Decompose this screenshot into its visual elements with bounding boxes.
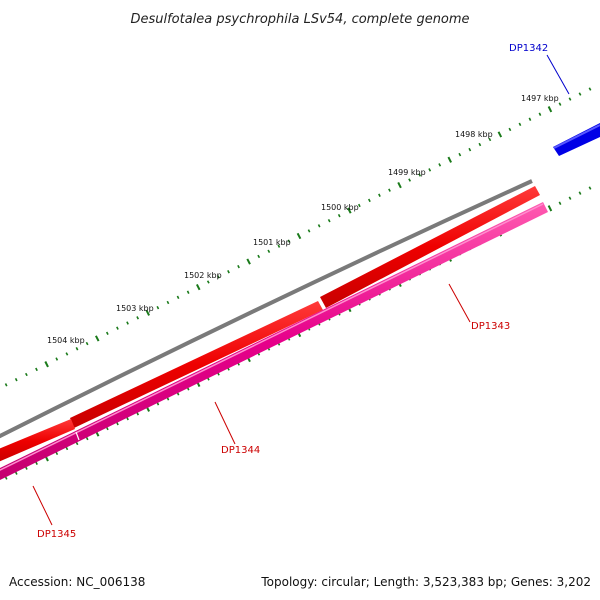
gene-label-dp1343[interactable]: DP1343 xyxy=(471,321,510,332)
outer-tick-5 xyxy=(44,361,49,368)
outer-tick-44 xyxy=(438,163,442,167)
outer-tick-9 xyxy=(85,341,89,346)
outer-tick-51 xyxy=(508,127,512,132)
outer-tick-24 xyxy=(237,264,240,269)
outer-tick-57 xyxy=(568,97,572,101)
outer-tick-53 xyxy=(528,117,532,121)
inner-tick-58 xyxy=(578,191,582,195)
reverse-strand-band xyxy=(0,202,548,481)
outer-tick-13 xyxy=(126,321,129,325)
outer-tick-42 xyxy=(418,173,422,177)
outer-tick-18 xyxy=(176,295,180,300)
outer-tick-23 xyxy=(227,270,230,274)
inner-tick-57 xyxy=(568,196,572,200)
outer-tick-43 xyxy=(428,168,432,172)
outer-tick-33 xyxy=(327,219,331,223)
genome-summary-text: Topology: circular; Length: 3,523,383 bp… xyxy=(260,575,591,589)
outer-tick-2 xyxy=(14,377,18,382)
scale-label-1497: 1497 kbp xyxy=(521,94,559,103)
outer-tick-6 xyxy=(55,357,59,361)
outer-tick-21 xyxy=(206,280,210,284)
scale-label-1501: 1501 kbp xyxy=(253,238,291,247)
outer-tick-26 xyxy=(257,254,261,259)
gene-label-dp1342[interactable]: DP1342 xyxy=(509,43,548,54)
gene-dp1343-block[interactable] xyxy=(320,186,540,308)
scale-ticks-outer xyxy=(4,87,592,387)
accession-text: Accession: NC_006138 xyxy=(9,575,145,589)
gene-label-dp1344[interactable]: DP1344 xyxy=(221,445,260,456)
outer-tick-8 xyxy=(75,347,79,351)
pointer-dp1342 xyxy=(546,54,570,95)
outer-tick-14 xyxy=(136,316,140,320)
outer-tick-46 xyxy=(458,152,462,157)
scale-label-1500: 1500 kbp xyxy=(321,203,359,212)
outer-tick-50 xyxy=(497,131,503,138)
outer-tick-56 xyxy=(558,102,562,106)
outer-tick-19 xyxy=(186,290,190,294)
reverse-strand-band-shine xyxy=(0,203,544,471)
gene-dp1344-block[interactable] xyxy=(70,301,323,428)
outer-tick-11 xyxy=(105,331,109,335)
scale-label-1499: 1499 kbp xyxy=(388,168,426,177)
scale-label-1504: 1504 kbp xyxy=(47,336,85,345)
pointer-dp1345 xyxy=(32,485,53,526)
outer-tick-48 xyxy=(478,142,482,147)
outer-tick-31 xyxy=(307,229,311,233)
outer-tick-10 xyxy=(95,335,100,342)
outer-tick-3 xyxy=(24,372,28,377)
outer-tick-54 xyxy=(538,112,542,116)
outer-tick-7 xyxy=(65,352,69,356)
pointer-dp1343 xyxy=(448,283,471,323)
outer-tick-45 xyxy=(447,156,452,163)
outer-tick-52 xyxy=(518,122,522,127)
outer-tick-49 xyxy=(488,137,492,142)
scale-label-1498: 1498 kbp xyxy=(455,130,493,139)
outer-tick-27 xyxy=(267,249,271,253)
scale-labels: 1497 kbp 1498 kbp 1499 kbp 1500 kbp 1501… xyxy=(47,94,559,345)
outer-tick-38 xyxy=(378,193,381,197)
outer-tick-17 xyxy=(166,300,170,305)
outer-tick-30 xyxy=(296,232,302,240)
outer-tick-16 xyxy=(156,305,160,310)
outer-tick-15 xyxy=(145,309,150,316)
outer-tick-34 xyxy=(337,213,341,218)
inner-tick-9 xyxy=(85,436,89,441)
map-title: Desulfotalea psychrophila LSv54, complet… xyxy=(130,12,469,27)
outer-tick-28 xyxy=(277,244,281,248)
genome-backbone xyxy=(0,179,533,439)
inner-tick-56 xyxy=(558,201,562,205)
inner-tick-59 xyxy=(588,186,592,190)
gene-boundary-1344 xyxy=(75,431,80,441)
outer-tick-4 xyxy=(35,367,38,372)
outer-tick-29 xyxy=(287,239,291,243)
outer-tick-40 xyxy=(397,181,402,189)
outer-tick-1 xyxy=(4,383,8,387)
outer-tick-12 xyxy=(116,326,119,330)
scale-label-1502: 1502 kbp xyxy=(184,271,222,280)
outer-tick-55 xyxy=(547,106,553,113)
outer-tick-39 xyxy=(388,188,391,192)
outer-tick-22 xyxy=(216,275,220,279)
gene-label-dp1345[interactable]: DP1345 xyxy=(37,529,76,540)
scale-label-1503: 1503 kbp xyxy=(116,304,154,313)
outer-tick-37 xyxy=(367,198,371,203)
inner-tick-55 xyxy=(547,205,553,212)
outer-tick-35 xyxy=(347,207,352,214)
outer-tick-47 xyxy=(468,147,472,152)
gene-dp1345-block[interactable] xyxy=(0,419,75,463)
outer-tick-20 xyxy=(196,283,201,291)
outer-tick-41 xyxy=(408,178,412,182)
pointer-dp1344 xyxy=(214,401,236,445)
outer-tick-36 xyxy=(357,203,361,208)
outer-tick-59 xyxy=(588,87,592,91)
outer-tick-25 xyxy=(246,258,251,265)
gene-dp1342-highlight xyxy=(553,124,600,149)
outer-tick-32 xyxy=(317,224,321,228)
outer-tick-58 xyxy=(578,92,582,96)
